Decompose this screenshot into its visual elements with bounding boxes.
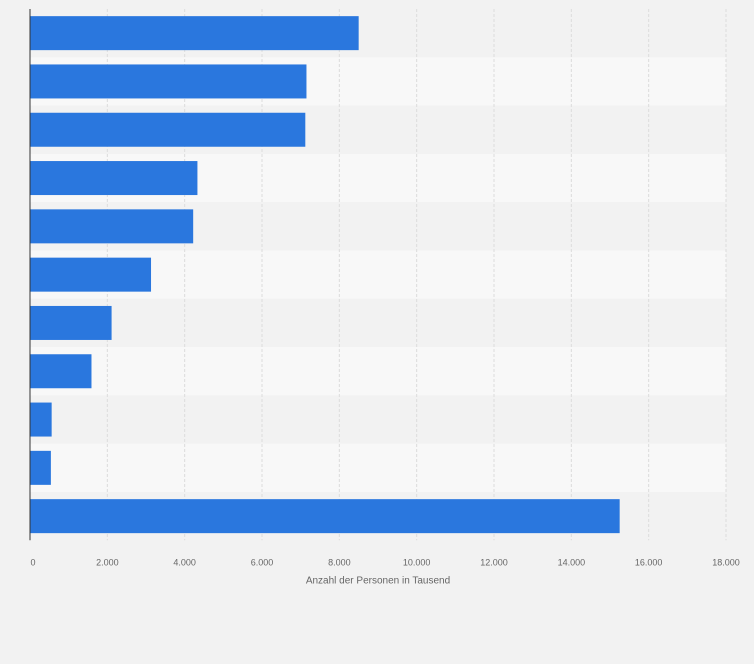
x-tick-label: 12.000 xyxy=(480,557,508,567)
x-tick-label: 18.000 xyxy=(712,557,740,567)
bar[interactable] xyxy=(30,16,359,51)
bar[interactable] xyxy=(30,402,52,437)
row-band xyxy=(30,347,726,396)
bar[interactable] xyxy=(30,112,306,147)
x-tick-label: 6.000 xyxy=(251,557,274,567)
x-tick-label: 2.000 xyxy=(96,557,119,567)
row-band xyxy=(30,443,726,492)
x-tick-label: 8.000 xyxy=(328,557,351,567)
x-tick-label: 4.000 xyxy=(173,557,196,567)
bars xyxy=(30,16,620,534)
x-tick-label: 14.000 xyxy=(558,557,586,567)
x-tick-label: 0 xyxy=(30,557,35,567)
x-tick-label: 10.000 xyxy=(403,557,431,567)
bar[interactable] xyxy=(30,499,620,534)
bar[interactable] xyxy=(30,64,307,99)
x-tick-label: 16.000 xyxy=(635,557,663,567)
bar[interactable] xyxy=(30,450,51,485)
x-axis-label: Anzahl der Personen in Tausend xyxy=(306,575,450,586)
bar[interactable] xyxy=(30,354,92,389)
bar[interactable] xyxy=(30,161,198,196)
row-band xyxy=(30,298,726,348)
bar[interactable] xyxy=(30,305,112,340)
x-axis-ticks: 0 2.000 4.000 6.000 8.000 10.000 12.000 14.000 1… xyxy=(30,557,739,567)
bar[interactable] xyxy=(30,257,152,292)
bar[interactable] xyxy=(30,209,194,244)
row-band xyxy=(30,395,726,444)
